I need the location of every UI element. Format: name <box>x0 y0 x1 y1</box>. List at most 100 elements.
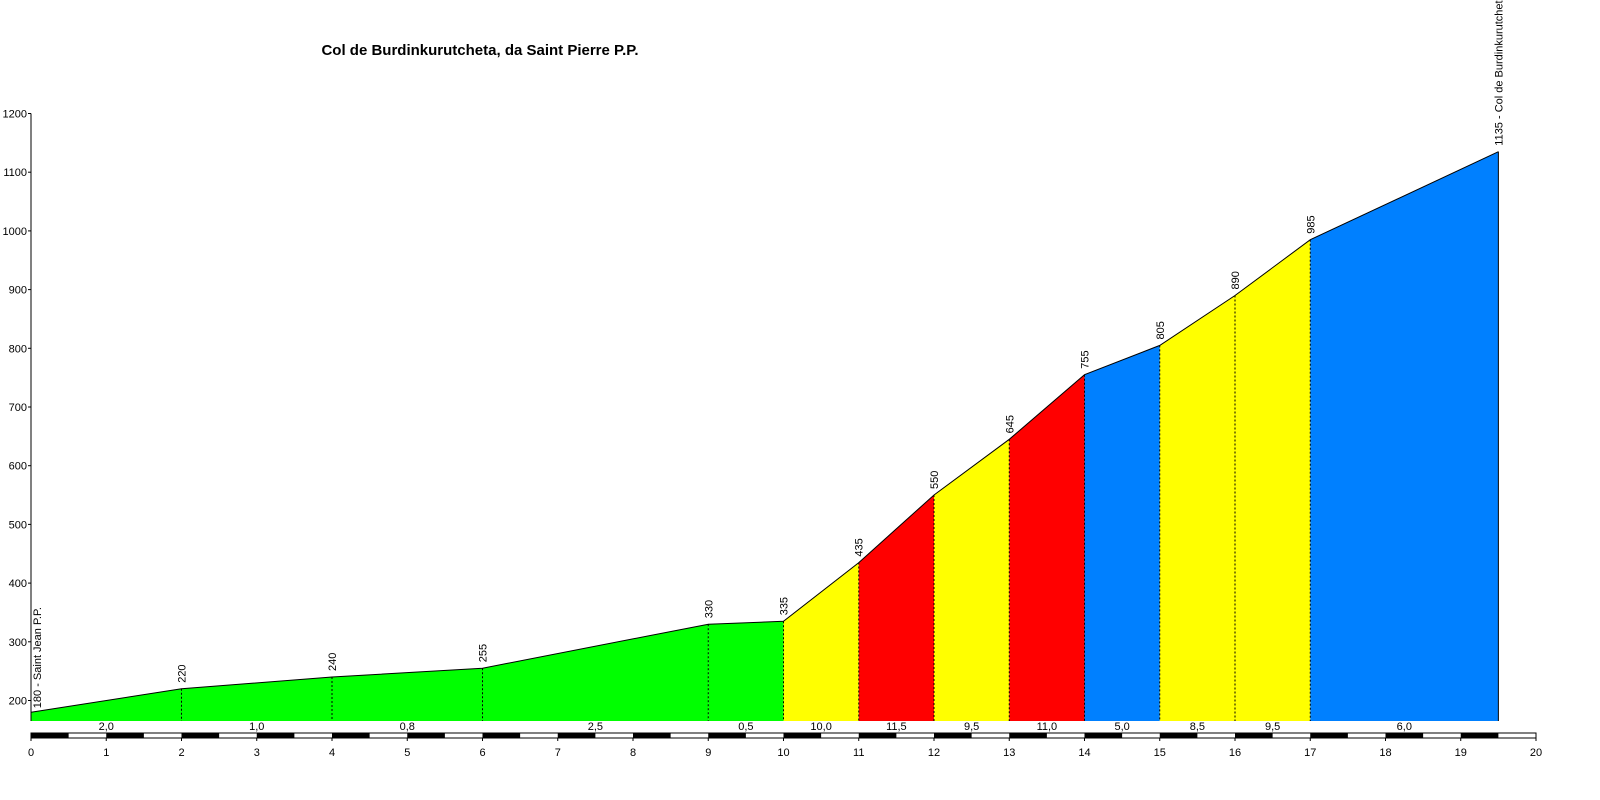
y-tick-label-1: 300 <box>9 637 27 649</box>
altitude-label-6: 435 <box>854 538 866 556</box>
gradient-label-1: 1,0 <box>249 721 264 733</box>
altitude-label-7: 550 <box>929 471 941 489</box>
scale-bar-block-26 <box>1009 733 1047 738</box>
scale-bar-block-10 <box>407 733 445 738</box>
segment-area-3 <box>482 624 709 721</box>
segment-area-10 <box>1159 295 1235 721</box>
scale-bar-block-16 <box>633 733 671 738</box>
x-tick-label-2: 2 <box>178 747 184 759</box>
segment-area-6 <box>858 495 934 721</box>
y-tick-label-5: 700 <box>9 402 27 414</box>
scale-bar-block-14 <box>557 733 596 738</box>
altitude-label-12: 985 <box>1305 215 1317 233</box>
scale-bar-block-28 <box>1084 733 1123 738</box>
y-tick-label-7: 900 <box>9 285 27 297</box>
x-tick-label-15: 15 <box>1154 747 1166 759</box>
x-tick-label-17: 17 <box>1304 747 1316 759</box>
segment-area-11 <box>1235 239 1311 721</box>
y-tick-label-0: 200 <box>9 696 27 708</box>
altitude-label-4: 330 <box>703 600 715 618</box>
x-tick-label-8: 8 <box>630 747 636 759</box>
segment-area-1 <box>181 677 332 721</box>
gradient-label-3: 2,5 <box>588 721 603 733</box>
y-axis: 200 300 400 500 600 700 800 900 1000 1100 1200 <box>3 109 32 721</box>
segment-dividers <box>181 239 1311 721</box>
scale-bar-block-4 <box>181 733 220 738</box>
x-tick-label-10: 10 <box>777 747 789 759</box>
gradient-label-12: 6,0 <box>1397 721 1412 733</box>
gradient-label-4: 0,5 <box>738 721 753 733</box>
profile-outline <box>30 151 1499 721</box>
altitude-label-3: 255 <box>478 644 490 662</box>
x-tick-label-18: 18 <box>1379 747 1391 759</box>
scale-bar-block-24 <box>934 733 972 738</box>
x-tick-label-11: 11 <box>853 747 864 759</box>
scale-bar-block-38 <box>1460 733 1499 738</box>
scale-bar-block-32 <box>1235 733 1273 738</box>
x-tick-label-20: 20 <box>1530 747 1542 759</box>
scale-bar-block-12 <box>482 733 521 738</box>
distance-scale-bar <box>30 732 1537 739</box>
altitude-label-9: 755 <box>1080 350 1092 368</box>
scale-bar-block-8 <box>332 733 370 738</box>
profile-areas <box>31 151 1499 721</box>
x-tick-label-9: 9 <box>705 747 711 759</box>
x-axis: 0 1 2 3 4 5 6 7 8 9 10 11 12 13 14 15 16 17 18 19 20 <box>28 738 1542 759</box>
segment-area-8 <box>1009 374 1085 721</box>
y-tick-label-6: 800 <box>9 343 27 355</box>
gradient-label-10: 8,5 <box>1190 721 1205 733</box>
x-tick-label-14: 14 <box>1078 747 1090 759</box>
scale-bar-block-34 <box>1310 733 1348 738</box>
altitude-label-8: 645 <box>1004 415 1016 433</box>
gradient-label-2: 0,8 <box>400 721 415 733</box>
altitude-label-13: 1135 - Col de Burdinkurutcheta <box>1493 0 1505 146</box>
gradient-labels: 2,0 1,0 0,8 2,5 0,5 10,0 11,5 9,5 11,0 5,0 8,5 9,5 6… <box>99 721 1412 733</box>
gradient-label-5: 10,0 <box>810 721 831 733</box>
x-tick-label-3: 3 <box>254 747 260 759</box>
altitude-label-5: 335 <box>778 597 790 615</box>
x-tick-label-6: 6 <box>479 747 485 759</box>
segment-area-9 <box>1084 345 1160 721</box>
altitude-label-11: 890 <box>1230 271 1242 289</box>
segment-area-7 <box>934 439 1010 721</box>
segment-area-4 <box>708 621 784 721</box>
altitude-label-2: 240 <box>327 653 339 671</box>
x-tick-label-1: 1 <box>103 747 109 759</box>
altitude-label-0: 180 - Saint Jean P.P. <box>32 607 44 708</box>
x-tick-label-7: 7 <box>555 747 561 759</box>
altitude-labels: 180 - Saint Jean P.P. 220 240 255 330 335 435 5… <box>32 0 1505 708</box>
y-tick-label-4: 600 <box>9 461 27 473</box>
gradient-label-0: 2,0 <box>99 721 114 733</box>
altitude-label-1: 220 <box>176 664 188 682</box>
scale-bar-block-22 <box>858 733 897 738</box>
chart-title: Col de Burdinkurutcheta, da Saint Pierre… <box>321 42 638 59</box>
x-tick-label-4: 4 <box>329 747 335 759</box>
scale-bar-block-20 <box>783 733 822 738</box>
gradient-label-8: 11,0 <box>1037 721 1058 733</box>
y-tick-label-3: 500 <box>9 519 27 531</box>
segment-area-5 <box>783 562 859 721</box>
scale-bar-block-18 <box>708 733 746 738</box>
gradient-label-9: 5,0 <box>1114 721 1129 733</box>
y-tick-label-2: 400 <box>9 578 27 590</box>
x-tick-label-5: 5 <box>404 747 410 759</box>
scale-bar-block-30 <box>1159 733 1198 738</box>
segment-area-12 <box>1310 151 1499 721</box>
scale-bar-block-2 <box>106 733 144 738</box>
scale-bar-block-36 <box>1385 733 1424 738</box>
gradient-label-7: 9,5 <box>964 721 979 733</box>
y-tick-label-8: 1000 <box>3 226 27 238</box>
segment-area-0 <box>31 688 182 721</box>
scale-bar-block-0 <box>31 733 69 738</box>
x-tick-label-16: 16 <box>1229 747 1241 759</box>
x-tick-label-0: 0 <box>28 747 34 759</box>
segment-area-2 <box>332 668 483 721</box>
x-tick-label-12: 12 <box>928 747 940 759</box>
x-tick-label-19: 19 <box>1455 747 1467 759</box>
altitude-label-10: 805 <box>1155 321 1167 339</box>
gradient-label-6: 11,5 <box>886 721 907 733</box>
scale-bar-block-6 <box>256 733 295 738</box>
y-tick-label-9: 1100 <box>3 167 27 179</box>
gradient-label-11: 9,5 <box>1265 721 1280 733</box>
